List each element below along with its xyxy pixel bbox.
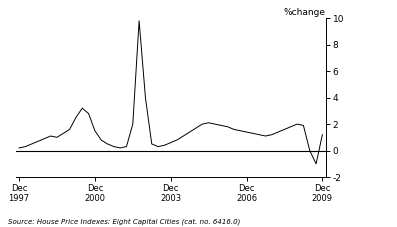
Text: %change: %change bbox=[283, 7, 326, 17]
Text: Source: House Price Indexes: Eight Capital Cities (cat. no. 6416.0): Source: House Price Indexes: Eight Capit… bbox=[8, 218, 240, 225]
